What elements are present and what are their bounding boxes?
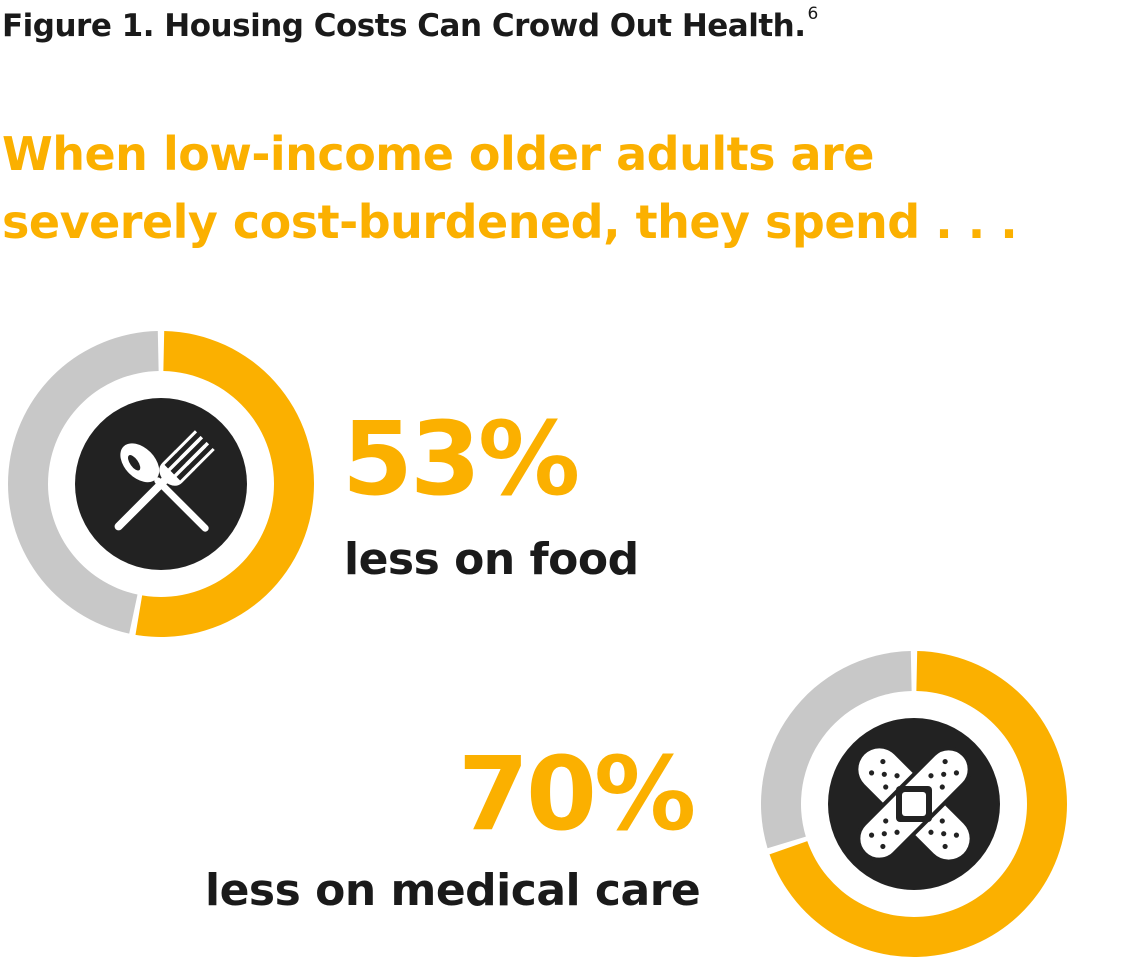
donut-remainder-segment: [761, 651, 912, 849]
headline-line-2: severely cost-burdened, they spend . . .: [2, 195, 1018, 249]
headline: When low-income older adults are severel…: [2, 120, 1018, 256]
crossed-bandages-icon: [856, 746, 972, 862]
donut-marks: [761, 651, 1067, 957]
footnote-marker: 6: [807, 4, 819, 24]
medical-care-percentage: 70%: [458, 735, 696, 854]
figure-title-text: Figure 1. Housing Costs Can Crowd Out He…: [2, 8, 806, 44]
medical-care-donut-chart: [761, 651, 1067, 957]
figure-title: Figure 1. Housing Costs Can Crowd Out He…: [2, 4, 818, 44]
donut-value-segment: [135, 331, 314, 637]
medical-care-description: less on medical care: [205, 865, 701, 916]
donut-remainder-segment: [8, 331, 159, 634]
food-donut-chart: [8, 331, 314, 637]
donut-marks: [8, 331, 314, 637]
food-percentage: 53%: [342, 400, 580, 519]
fork-and-spoon-icon: [114, 430, 215, 532]
food-description: less on food: [344, 534, 639, 585]
headline-line-1: When low-income older adults are: [2, 127, 874, 181]
